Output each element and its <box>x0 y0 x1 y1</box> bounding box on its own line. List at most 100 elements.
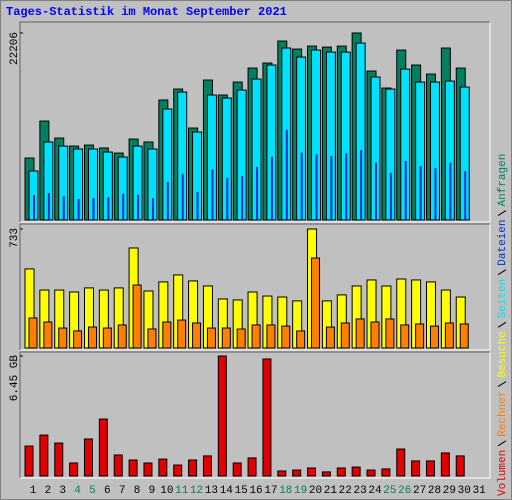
bar <box>277 470 287 477</box>
bar <box>73 330 83 349</box>
bar <box>177 319 187 349</box>
bar <box>117 324 127 349</box>
x-tick-label: 26 <box>398 485 411 497</box>
legend-entry: Besuche <box>497 331 509 377</box>
bar <box>285 129 288 220</box>
bar <box>440 452 450 477</box>
legend-separator <box>497 440 507 447</box>
bar <box>375 162 378 220</box>
bar <box>381 468 391 477</box>
bar <box>102 327 112 349</box>
bar <box>28 317 38 349</box>
bar <box>98 418 108 477</box>
bar <box>425 460 435 477</box>
bar <box>211 169 214 220</box>
bar <box>241 176 244 220</box>
legend-separator <box>497 381 507 387</box>
x-tick-label: 2 <box>45 485 52 497</box>
x-tick-label: 19 <box>294 485 307 497</box>
bar <box>449 162 452 220</box>
bar <box>137 194 140 220</box>
bar <box>404 161 407 220</box>
bar <box>43 321 53 349</box>
x-tick-label: 31 <box>472 485 486 497</box>
x-tick-label: 7 <box>119 485 126 497</box>
x-tick-label: 14 <box>220 485 234 497</box>
bar <box>415 323 425 349</box>
bar <box>300 152 303 220</box>
legend-entry: Volumen <box>497 450 509 496</box>
x-tick-label: 16 <box>249 485 262 497</box>
bar <box>54 442 64 477</box>
panel-shadow <box>19 351 490 478</box>
legend-separator <box>497 269 507 276</box>
bar <box>256 166 259 220</box>
bar <box>87 326 97 349</box>
bar <box>411 460 421 477</box>
bar <box>325 326 335 349</box>
x-tick-label: 9 <box>149 485 156 497</box>
x-tick-label: 1 <box>30 485 37 497</box>
x-tick-label: 4 <box>74 485 81 497</box>
x-tick-label: 29 <box>443 485 456 497</box>
bar <box>132 284 142 349</box>
bar <box>444 322 454 349</box>
y-tick-label: 22206 <box>9 32 21 65</box>
panel <box>19 351 491 479</box>
bar <box>69 462 79 477</box>
bar <box>336 467 346 477</box>
x-tick-label: 17 <box>264 485 277 497</box>
legend-separator <box>497 321 507 328</box>
chart-title: Tages-Statistik im Monat September 2021 <box>6 5 287 19</box>
bar <box>307 467 317 477</box>
bar <box>262 358 272 477</box>
x-tick-label: 13 <box>205 485 218 497</box>
x-tick-label: 5 <box>89 485 96 497</box>
bar <box>226 177 229 220</box>
bar <box>196 192 199 220</box>
x-tick-label: 28 <box>428 485 441 497</box>
bar <box>83 438 93 477</box>
bar <box>247 457 257 477</box>
bar <box>459 323 469 349</box>
bar <box>147 328 157 349</box>
x-tick-label: 21 <box>324 485 338 497</box>
bar <box>188 459 198 477</box>
bar <box>158 458 168 477</box>
bar <box>77 198 80 220</box>
bar <box>113 454 123 477</box>
x-tick-label: 22 <box>339 485 352 497</box>
bar <box>389 172 392 220</box>
legend-entry: Dateien <box>497 220 509 266</box>
bar <box>455 455 465 477</box>
y-tick-label: 733 <box>9 228 21 248</box>
bar <box>321 471 331 477</box>
bar <box>360 150 363 220</box>
bar <box>281 325 291 349</box>
bar <box>311 257 321 349</box>
bar <box>400 324 410 349</box>
bar <box>266 324 276 349</box>
bar <box>385 318 395 349</box>
bar <box>296 330 306 349</box>
bar <box>270 156 273 220</box>
bar <box>143 462 153 477</box>
bar <box>345 153 348 220</box>
bar <box>162 321 172 349</box>
legend-separator <box>497 210 507 216</box>
bar <box>251 324 261 349</box>
x-tick-label: 12 <box>190 485 203 497</box>
bar <box>340 322 350 349</box>
bar <box>58 327 68 349</box>
bar <box>202 455 212 477</box>
bar <box>107 197 110 220</box>
x-tick-label: 30 <box>458 485 471 497</box>
panel-shadow <box>19 21 490 222</box>
y-tick-label: 6.45 GB <box>9 355 21 402</box>
bar <box>181 173 184 220</box>
bar <box>206 327 216 349</box>
bar <box>464 171 467 220</box>
bar <box>24 445 34 477</box>
x-tick-label: 3 <box>59 485 66 497</box>
